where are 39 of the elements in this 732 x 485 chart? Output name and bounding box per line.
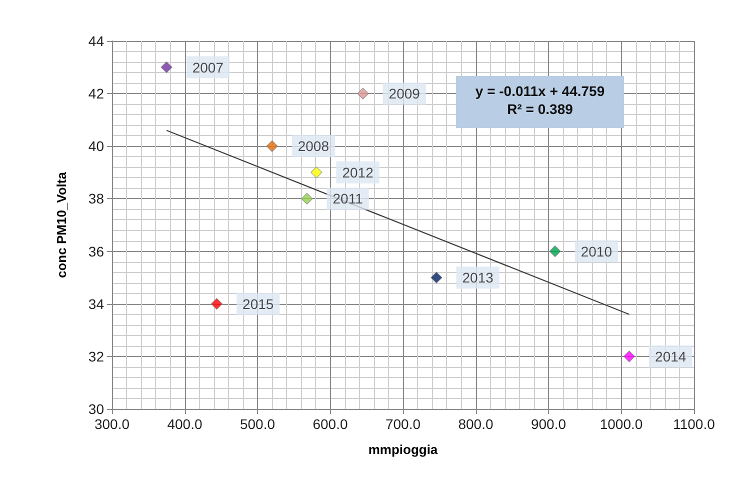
point xyxy=(310,166,322,178)
y-tick-label: 38 xyxy=(88,190,104,207)
series-label: 2013 xyxy=(462,270,494,286)
y-tick-label: 30 xyxy=(88,401,104,417)
annotation: R² = 0.389 xyxy=(507,101,574,117)
x-tick-label: 300.0 xyxy=(94,416,130,432)
series-label: 2007 xyxy=(192,59,224,76)
point xyxy=(301,192,313,205)
x-tick-label: 600.0 xyxy=(312,416,348,432)
y-tick-label: 44 xyxy=(88,33,104,49)
series-label: 2014 xyxy=(655,348,686,364)
series-label: 2008 xyxy=(298,138,330,154)
x-tick-label: 900.0 xyxy=(530,416,566,432)
point xyxy=(160,61,172,74)
annotation: y = -0.011x + 44.759 xyxy=(475,83,605,99)
x-tick-label: 500.0 xyxy=(240,416,276,432)
y-axis-title: conc PM10_Volta xyxy=(54,171,69,278)
y-tick-label: 32 xyxy=(88,348,104,364)
x-tick-label: 400.0 xyxy=(167,416,202,432)
x-tick-label: 1000.0 xyxy=(600,416,643,432)
y-tick-label: 42 xyxy=(88,86,104,102)
x-axis-title: mmpioggia xyxy=(368,442,438,457)
point xyxy=(549,245,561,258)
point xyxy=(430,272,442,284)
point xyxy=(623,350,636,362)
x-tick-label: 800.0 xyxy=(458,416,494,432)
series-label: 2010 xyxy=(580,243,612,260)
series-label: 2009 xyxy=(388,86,420,102)
series-label: 2015 xyxy=(242,296,274,312)
series-label: 2012 xyxy=(342,164,374,180)
point xyxy=(357,88,369,100)
series-label: 2011 xyxy=(332,190,364,207)
y-tick-label: 40 xyxy=(88,138,104,154)
point xyxy=(210,298,223,310)
x-tick-label: 1100.0 xyxy=(673,416,716,432)
point xyxy=(266,140,278,152)
x-tick-label: 700.0 xyxy=(385,416,421,432)
y-tick-label: 36 xyxy=(88,243,104,260)
y-tick-label: 34 xyxy=(88,296,104,312)
